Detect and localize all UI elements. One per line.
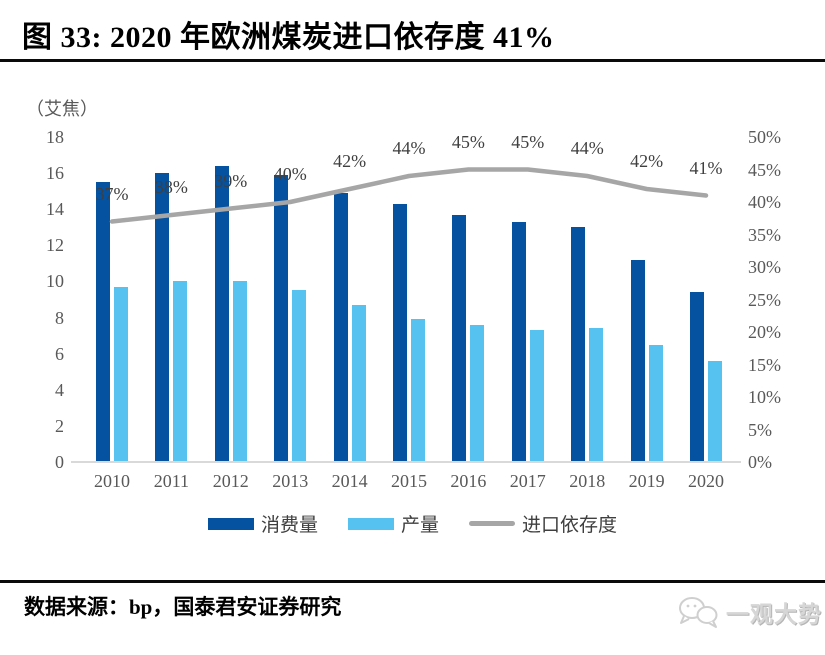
- bar-production-2010: [114, 286, 128, 462]
- x-axis-label-2013: 2013: [272, 471, 309, 491]
- line-data-label-2015: 44%: [392, 138, 426, 158]
- bar-production-2015: [411, 319, 425, 462]
- x-axis-baseline: [71, 461, 741, 463]
- right-axis-tick: 5%: [748, 419, 772, 440]
- legend-label-import-dependency: 进口依存度: [522, 515, 618, 536]
- right-axis-tick: 20%: [748, 322, 781, 342]
- line-data-label-2013: 40%: [273, 164, 307, 184]
- x-axis-label-2020: 2020: [688, 471, 724, 491]
- legend-swatch-import-dependency: [469, 521, 515, 526]
- left-axis-unit-label: （艾焦）: [26, 99, 98, 119]
- right-axis-tick: 0%: [748, 452, 772, 472]
- line-data-label-2018: 44%: [570, 138, 604, 158]
- bar-production-2013: [292, 290, 307, 462]
- bar-consumption-2010: [96, 182, 110, 462]
- chat-bubbles-icon: [679, 597, 718, 628]
- line-data-label-2020: 41%: [689, 157, 723, 178]
- bar-production-2011: [173, 281, 188, 462]
- x-axis-label-2018: 2018: [569, 471, 606, 491]
- bar-consumption-2015: [393, 203, 407, 462]
- legend-label-production: 产量: [400, 515, 439, 536]
- bar-consumption-2013: [274, 174, 289, 462]
- bar-consumption-2012: [214, 165, 229, 462]
- bar-consumption-2016: [452, 214, 467, 462]
- x-axis-label-2015: 2015: [391, 471, 427, 491]
- bar-production-2020: [708, 360, 722, 462]
- x-axis-label-2014: 2014: [331, 471, 368, 491]
- x-axis-label-2017: 2017: [509, 471, 546, 491]
- bar-production-2014: [351, 304, 366, 462]
- legend-item-import-dependency: 进口依存度: [469, 510, 617, 537]
- left-axis-tick: 0: [55, 452, 64, 472]
- bar-production-2019: [648, 344, 663, 462]
- bar-consumption-2019: [630, 259, 645, 462]
- bar-production-2012: [232, 281, 247, 462]
- bar-consumption-2014: [333, 192, 348, 462]
- legend-swatch-production: [347, 517, 394, 530]
- x-axis-label-2012: 2012: [212, 471, 249, 491]
- legend-item-consumption: 消费量: [207, 510, 318, 537]
- bar-production-2018: [589, 328, 604, 462]
- footer-divider: [0, 580, 825, 583]
- right-axis-tick: 15%: [748, 354, 781, 375]
- brand-logo: 一观大势: [676, 595, 822, 629]
- bar-production-2017: [529, 330, 544, 462]
- x-axis-label-2016: 2016: [450, 471, 487, 491]
- line-data-label-2016: 45%: [451, 131, 485, 152]
- bar-consumption-2011: [155, 173, 170, 462]
- bar-consumption-2017: [511, 221, 526, 462]
- figure-title: 图 33: 2020 年欧洲煤炭进口依存度 41%: [22, 21, 555, 54]
- data-source-text: 数据来源：bp，国泰君安证券研究: [24, 595, 342, 619]
- line-data-label-2014: 42%: [333, 151, 367, 171]
- line-data-label-2011: 38%: [154, 177, 188, 197]
- left-axis-tick: 14: [46, 199, 64, 220]
- right-axis-tick: 45%: [748, 159, 781, 180]
- left-axis-tick: 8: [55, 307, 64, 328]
- left-axis-tick: 12: [46, 235, 64, 256]
- left-axis-tick: 2: [55, 415, 64, 436]
- right-axis-tick: 30%: [748, 257, 781, 277]
- line-data-label-2012: 39%: [214, 170, 248, 191]
- legend-swatch-consumption: [207, 517, 254, 530]
- left-axis-tick: 16: [46, 163, 64, 184]
- bar-consumption-2018: [571, 227, 586, 462]
- right-axis-tick: 35%: [748, 224, 781, 245]
- legend-label-consumption: 消费量: [260, 515, 318, 536]
- brand-logo-text: 一观大势: [726, 602, 822, 627]
- x-axis-label-2011: 2011: [153, 471, 190, 491]
- right-axis-tick: 10%: [748, 387, 781, 407]
- x-axis-label-2010: 2010: [94, 471, 130, 491]
- line-data-label-2010: 37%: [95, 183, 129, 204]
- left-axis-tick: 18: [46, 127, 64, 147]
- bar-production-2016: [470, 324, 485, 462]
- left-axis-tick: 4: [55, 379, 64, 400]
- line-data-label-2019: 42%: [630, 151, 664, 171]
- right-axis-tick: 40%: [748, 192, 781, 212]
- left-axis-tick: 10: [46, 271, 64, 292]
- legend-item-production: 产量: [347, 510, 439, 537]
- left-axis-tick: 6: [55, 343, 64, 364]
- title-divider: [0, 59, 825, 62]
- right-axis-tick: 50%: [748, 127, 781, 147]
- right-axis-tick: 25%: [748, 289, 781, 310]
- chart-legend: 消费量 产量 进口依存度: [0, 510, 825, 537]
- bar-consumption-2020: [690, 292, 704, 462]
- x-axis-label-2019: 2019: [628, 471, 665, 491]
- line-data-label-2017: 45%: [511, 131, 545, 152]
